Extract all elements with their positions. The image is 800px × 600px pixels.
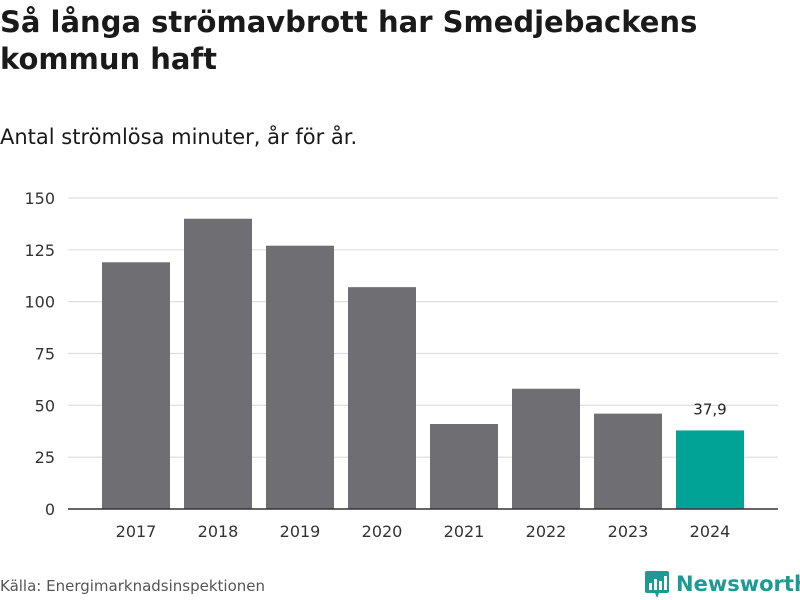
bar-2022 xyxy=(512,388,580,509)
x-tick-label: 2024 xyxy=(690,522,731,541)
newsworthy-logo-icon xyxy=(645,571,669,598)
bar-2020 xyxy=(348,287,416,509)
source-note: Källa: Energimarknadsinspektionen xyxy=(0,577,266,595)
brand-name: Newsworthy xyxy=(676,572,800,596)
bar-2019 xyxy=(266,245,334,510)
bar-2023 xyxy=(594,413,662,509)
y-tick-label: 50 xyxy=(35,396,55,415)
bar-2024 xyxy=(676,430,744,509)
brand-logo: Newsworthy xyxy=(644,568,800,600)
bar-2018 xyxy=(184,218,252,509)
y-tick-label: 150 xyxy=(24,189,55,208)
bar-2021 xyxy=(430,423,498,509)
chart-subtitle: Antal strömlösa minuter, år för år. xyxy=(0,125,358,149)
y-tick-label: 25 xyxy=(35,448,55,467)
x-tick-label: 2019 xyxy=(280,522,321,541)
data-label: 37,9 xyxy=(693,400,726,418)
y-tick-label: 100 xyxy=(24,293,55,312)
x-tick-label: 2020 xyxy=(362,522,403,541)
y-tick-label: 125 xyxy=(24,241,55,260)
x-tick-label: 2018 xyxy=(198,522,239,541)
y-tick-label: 0 xyxy=(45,500,55,519)
x-tick-label: 2022 xyxy=(526,522,567,541)
x-tick-label: 2023 xyxy=(608,522,649,541)
x-tick-label: 2017 xyxy=(116,522,157,541)
chart-title: Så långa strömavbrott har Smedjebackens … xyxy=(0,5,698,76)
x-tick-label: 2021 xyxy=(444,522,485,541)
y-tick-label: 75 xyxy=(35,345,55,364)
bar-2017 xyxy=(102,262,170,509)
